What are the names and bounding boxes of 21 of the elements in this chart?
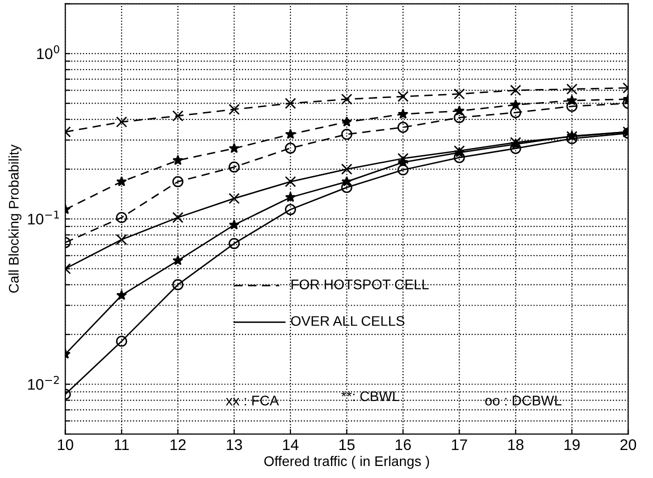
x-tick-label: 10	[58, 439, 74, 450]
annotation: oo : DCBWL	[485, 396, 562, 406]
x-tick-label: 20	[620, 439, 636, 450]
annotation: **: CBWL	[341, 391, 400, 402]
x-tick-label: 12	[170, 439, 186, 450]
annotation: FOR HOTSPOT CELL	[292, 280, 429, 290]
y-axis-title: Call Blocking Probability	[8, 144, 22, 293]
y-tick-label: 10$^{−2}$	[28, 376, 59, 390]
x-tick-label: 11	[114, 439, 129, 450]
annotation: OVER ALL CELLS	[291, 316, 404, 326]
x-tick-label: 19	[564, 439, 580, 450]
y-tick-label: 10$^{0}$	[37, 45, 60, 60]
y-tick-label: 10$^{−1}$	[28, 210, 59, 225]
annotation: xx : FCA	[226, 396, 279, 406]
x-tick-label: 17	[452, 439, 468, 450]
x-tick-label: 16	[396, 439, 411, 450]
x-tick-label: 13	[226, 439, 242, 450]
x-tick-label: 14	[283, 439, 299, 450]
x-tick-label: 15	[339, 439, 355, 450]
x-axis-title: Offered traffic ( in Erlangs )	[264, 456, 430, 469]
x-tick-label: 18	[508, 439, 524, 450]
